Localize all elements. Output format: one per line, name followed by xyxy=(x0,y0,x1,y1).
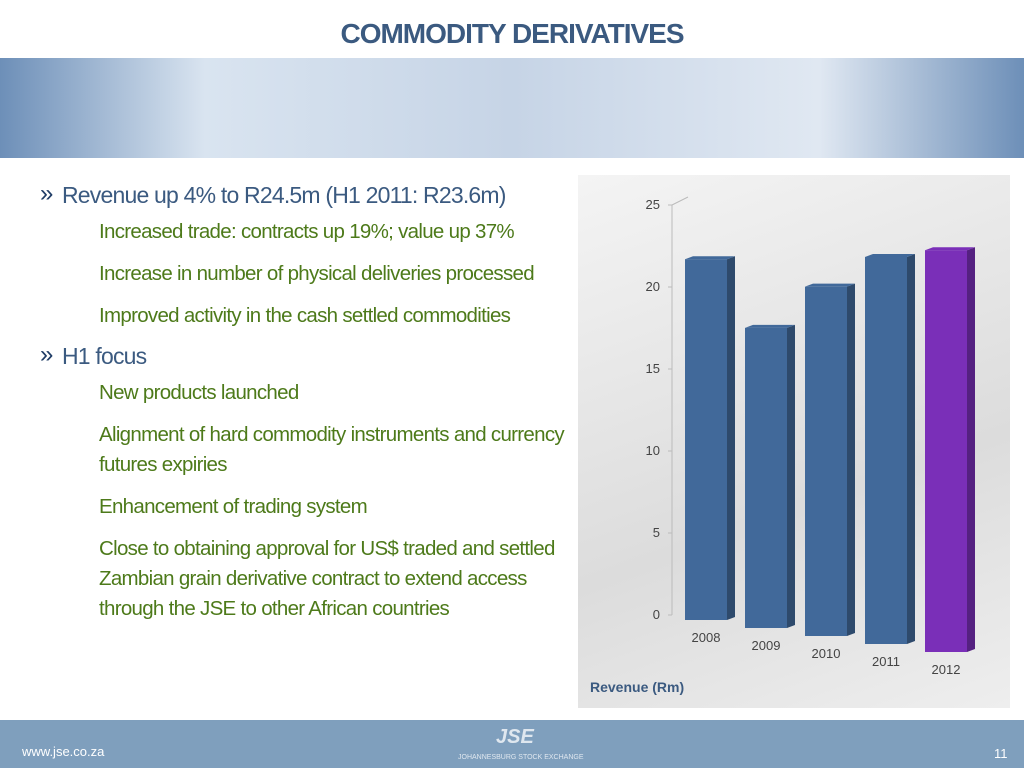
bullet: Revenue up 4% to R24.5m (H1 2011: R23.6m… xyxy=(40,180,580,209)
footer: www.jse.co.za JSE JOHANNESBURG STOCK EXC… xyxy=(0,720,1024,768)
sub-bullet: Improved activity in the cash settled co… xyxy=(99,304,511,327)
footer-url: www.jse.co.za xyxy=(22,744,105,759)
y-tick-label: 20 xyxy=(646,279,660,294)
page-number: 11 xyxy=(994,746,1008,761)
y-tick-label: 25 xyxy=(646,197,660,212)
axis-line xyxy=(671,196,689,206)
y-tick-label: 0 xyxy=(653,607,660,622)
bar xyxy=(805,283,855,636)
x-tick-label: 2008 xyxy=(692,630,721,645)
chart: 0 5 10 15 20 25 2008 2009 2010 2011 2012 Revenue (R… xyxy=(590,196,975,695)
x-tick-label: 2011 xyxy=(872,654,900,669)
bar xyxy=(685,256,735,620)
logo: JSE xyxy=(496,726,534,748)
sub-bullet: Alignment of hard commodity instruments … xyxy=(99,423,565,476)
banner xyxy=(0,58,1024,158)
bar xyxy=(865,253,915,644)
bullet: H1 focus xyxy=(40,341,580,370)
x-tick-label: 2010 xyxy=(812,646,841,661)
sub-bullet: New products launched xyxy=(99,381,299,404)
sub-bullet: Increased trade: contracts up 19%; value… xyxy=(99,220,515,243)
bullet-list: Revenue up 4% to R24.5m (H1 2011: R23.6m… xyxy=(40,178,580,636)
x-tick-label: 2009 xyxy=(752,638,781,653)
slide-title: COMMODITY DERIVATIVES xyxy=(340,18,684,49)
x-axis-label: Revenue (Rm) xyxy=(590,679,684,695)
sub-bullet: Increase in number of physical deliverie… xyxy=(99,262,535,285)
y-tick-label: 10 xyxy=(646,443,660,458)
y-tick-label: 5 xyxy=(653,525,660,540)
sub-bullet: Enhancement of trading system xyxy=(99,495,368,518)
bar xyxy=(925,247,975,652)
x-tick-label: 2012 xyxy=(932,662,961,677)
logo-caption: JOHANNESBURG STOCK EXCHANGE xyxy=(458,754,584,761)
sub-bullet: Close to obtaining approval for US$ trad… xyxy=(99,537,555,620)
y-tick-label: 15 xyxy=(646,361,660,376)
bar xyxy=(745,324,795,628)
